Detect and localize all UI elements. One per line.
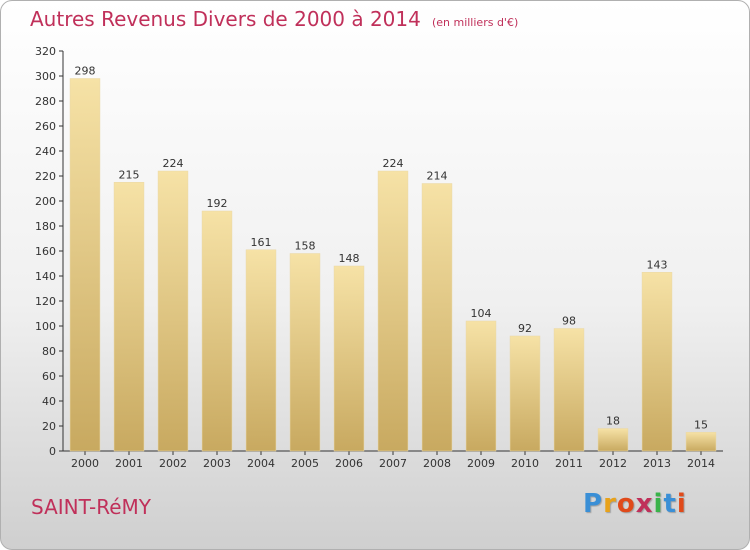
title-row: Autres Revenus Divers de 2000 à 2014 (en… <box>30 7 518 31</box>
y-tick-label: 40 <box>42 395 56 408</box>
bar-value-label: 104 <box>471 307 492 320</box>
location-name: SAINT-RéMY <box>31 495 151 519</box>
x-tick-label: 2006 <box>335 457 363 470</box>
x-tick-label: 2003 <box>203 457 231 470</box>
bar-value-label: 143 <box>647 258 668 271</box>
x-tick-label: 2002 <box>159 457 187 470</box>
y-tick-label: 260 <box>35 120 56 133</box>
bar <box>113 182 145 452</box>
bar-value-label: 298 <box>75 65 96 78</box>
bar-value-label: 15 <box>694 418 708 431</box>
bar <box>421 183 453 452</box>
proxiti-logo: Proxiti <box>583 489 687 519</box>
bar <box>333 265 365 452</box>
bar-value-label: 224 <box>163 157 184 170</box>
bar <box>685 432 717 452</box>
x-tick-label: 2013 <box>643 457 671 470</box>
bar <box>201 210 233 452</box>
x-tick-label: 2000 <box>71 457 99 470</box>
x-tick-label: 2008 <box>423 457 451 470</box>
y-tick-label: 180 <box>35 220 56 233</box>
bar-value-label: 98 <box>562 315 576 328</box>
bar-value-label: 92 <box>518 322 532 335</box>
y-tick-label: 60 <box>42 370 56 383</box>
bar <box>465 320 497 452</box>
bar <box>245 249 277 452</box>
bar-value-label: 148 <box>339 252 360 265</box>
bar <box>553 328 585 452</box>
y-tick-label: 80 <box>42 345 56 358</box>
x-tick-label: 2009 <box>467 457 495 470</box>
x-tick-label: 2012 <box>599 457 627 470</box>
logo-letter: o <box>616 489 636 519</box>
bar <box>641 272 673 452</box>
y-tick-label: 140 <box>35 270 56 283</box>
logo-letter: i <box>653 489 664 519</box>
y-tick-label: 100 <box>35 320 56 333</box>
bar-value-label: 18 <box>606 415 620 428</box>
x-tick-label: 2014 <box>687 457 715 470</box>
y-tick-label: 200 <box>35 195 56 208</box>
axis-layer: 0 20 40 60 80 100 120 140 160 180 200 220 240 260 280 3… <box>35 45 723 470</box>
y-tick-label: 120 <box>35 295 56 308</box>
chart-subtitle: (en milliers d'€) <box>431 16 519 29</box>
y-tick-label: 220 <box>35 170 56 183</box>
y-tick-label: 240 <box>35 145 56 158</box>
logo-letter: P <box>583 489 604 519</box>
y-tick-label: 300 <box>35 70 56 83</box>
x-tick-label: 2004 <box>247 457 275 470</box>
bar <box>509 335 541 452</box>
logo-letter: t <box>663 489 677 519</box>
y-tick-label: 320 <box>35 45 56 58</box>
bars-layer <box>69 78 717 452</box>
y-tick-label: 20 <box>42 420 56 433</box>
x-tick-label: 2001 <box>115 457 143 470</box>
y-tick-label: 280 <box>35 95 56 108</box>
chart-title: Autres Revenus Divers de 2000 à 2014 <box>30 7 421 31</box>
labels-layer: 298 215 224 192 161 158 148 224 214 104 92 98 18 143 1… <box>75 65 709 432</box>
bar <box>69 78 101 452</box>
x-tick-label: 2010 <box>511 457 539 470</box>
bar <box>157 170 189 452</box>
bar <box>597 428 629 452</box>
bar <box>377 170 409 452</box>
bar-value-label: 214 <box>427 170 448 183</box>
logo-letter: r <box>603 489 617 519</box>
bar-value-label: 158 <box>295 240 316 253</box>
y-tick-label: 160 <box>35 245 56 258</box>
x-tick-label: 2007 <box>379 457 407 470</box>
logo-letter: x <box>635 489 654 519</box>
x-tick-label: 2011 <box>555 457 583 470</box>
bar-value-label: 215 <box>119 168 140 181</box>
x-tick-label: 2005 <box>291 457 319 470</box>
y-tick-label: 0 <box>49 445 56 458</box>
bar-value-label: 224 <box>383 157 404 170</box>
bar-value-label: 161 <box>251 236 272 249</box>
logo-letter: i <box>676 489 687 519</box>
bar <box>289 253 321 452</box>
bar-value-label: 192 <box>207 197 228 210</box>
